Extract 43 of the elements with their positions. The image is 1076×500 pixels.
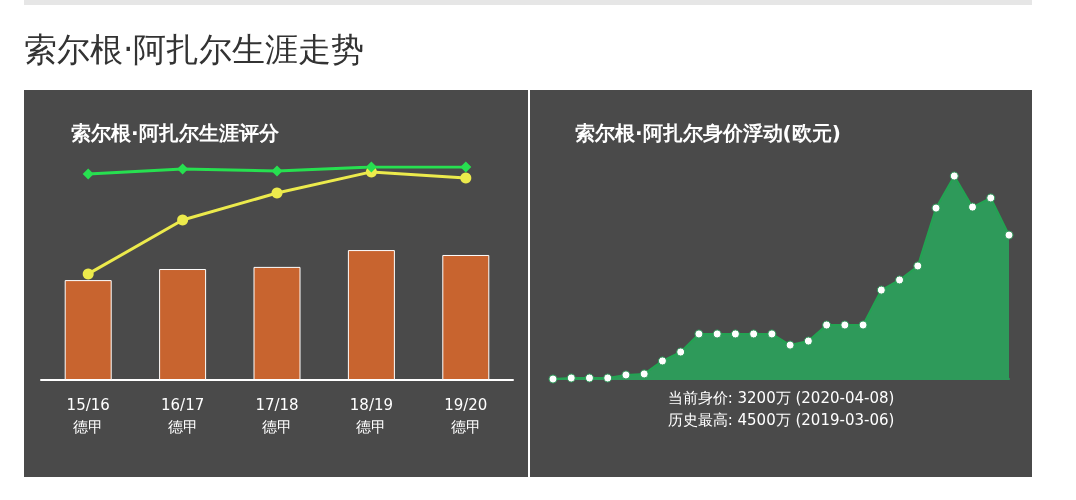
point bbox=[694, 329, 704, 339]
point bbox=[1004, 230, 1014, 240]
point bbox=[548, 374, 558, 384]
point bbox=[949, 171, 959, 181]
x-tick-label: 17/18 德甲 bbox=[255, 396, 299, 436]
point bbox=[822, 320, 832, 330]
point bbox=[657, 356, 667, 366]
point bbox=[876, 285, 886, 295]
point bbox=[712, 329, 722, 339]
point bbox=[603, 373, 613, 383]
point bbox=[803, 336, 813, 346]
point bbox=[639, 369, 649, 379]
point bbox=[895, 275, 905, 285]
point bbox=[676, 347, 686, 357]
point bbox=[749, 329, 759, 339]
point bbox=[460, 161, 472, 173]
chart-title: 索尔根·阿扎尔身价浮动(欧元) bbox=[575, 121, 841, 145]
point bbox=[271, 165, 283, 177]
point bbox=[968, 202, 978, 212]
point bbox=[931, 203, 941, 213]
text: 索尔根·阿扎尔生涯走势 bbox=[24, 29, 365, 71]
point bbox=[913, 261, 923, 271]
chart-title: 索尔根·阿扎尔生涯评分 bbox=[71, 121, 280, 145]
point bbox=[986, 193, 996, 203]
point bbox=[785, 340, 795, 350]
point bbox=[584, 373, 594, 383]
point bbox=[840, 320, 850, 330]
x-tick-label: 15/16 德甲 bbox=[66, 396, 110, 436]
point bbox=[460, 172, 472, 184]
point bbox=[271, 187, 283, 199]
text: 当前身价: 3200万 (2020-04-08) bbox=[667, 388, 895, 407]
point bbox=[177, 214, 189, 226]
point bbox=[858, 320, 868, 330]
x-tick-label: 18/19 德甲 bbox=[349, 396, 394, 436]
x-tick-label: 19/20 德甲 bbox=[444, 396, 488, 436]
point bbox=[82, 268, 94, 280]
text: 历史最高: 4500万 (2019-03-06) bbox=[667, 410, 895, 429]
x-tick-label: 16/17 德甲 bbox=[160, 396, 205, 436]
point bbox=[767, 329, 777, 339]
point bbox=[566, 373, 576, 383]
point bbox=[621, 370, 631, 380]
point bbox=[730, 329, 740, 339]
point bbox=[82, 168, 94, 180]
